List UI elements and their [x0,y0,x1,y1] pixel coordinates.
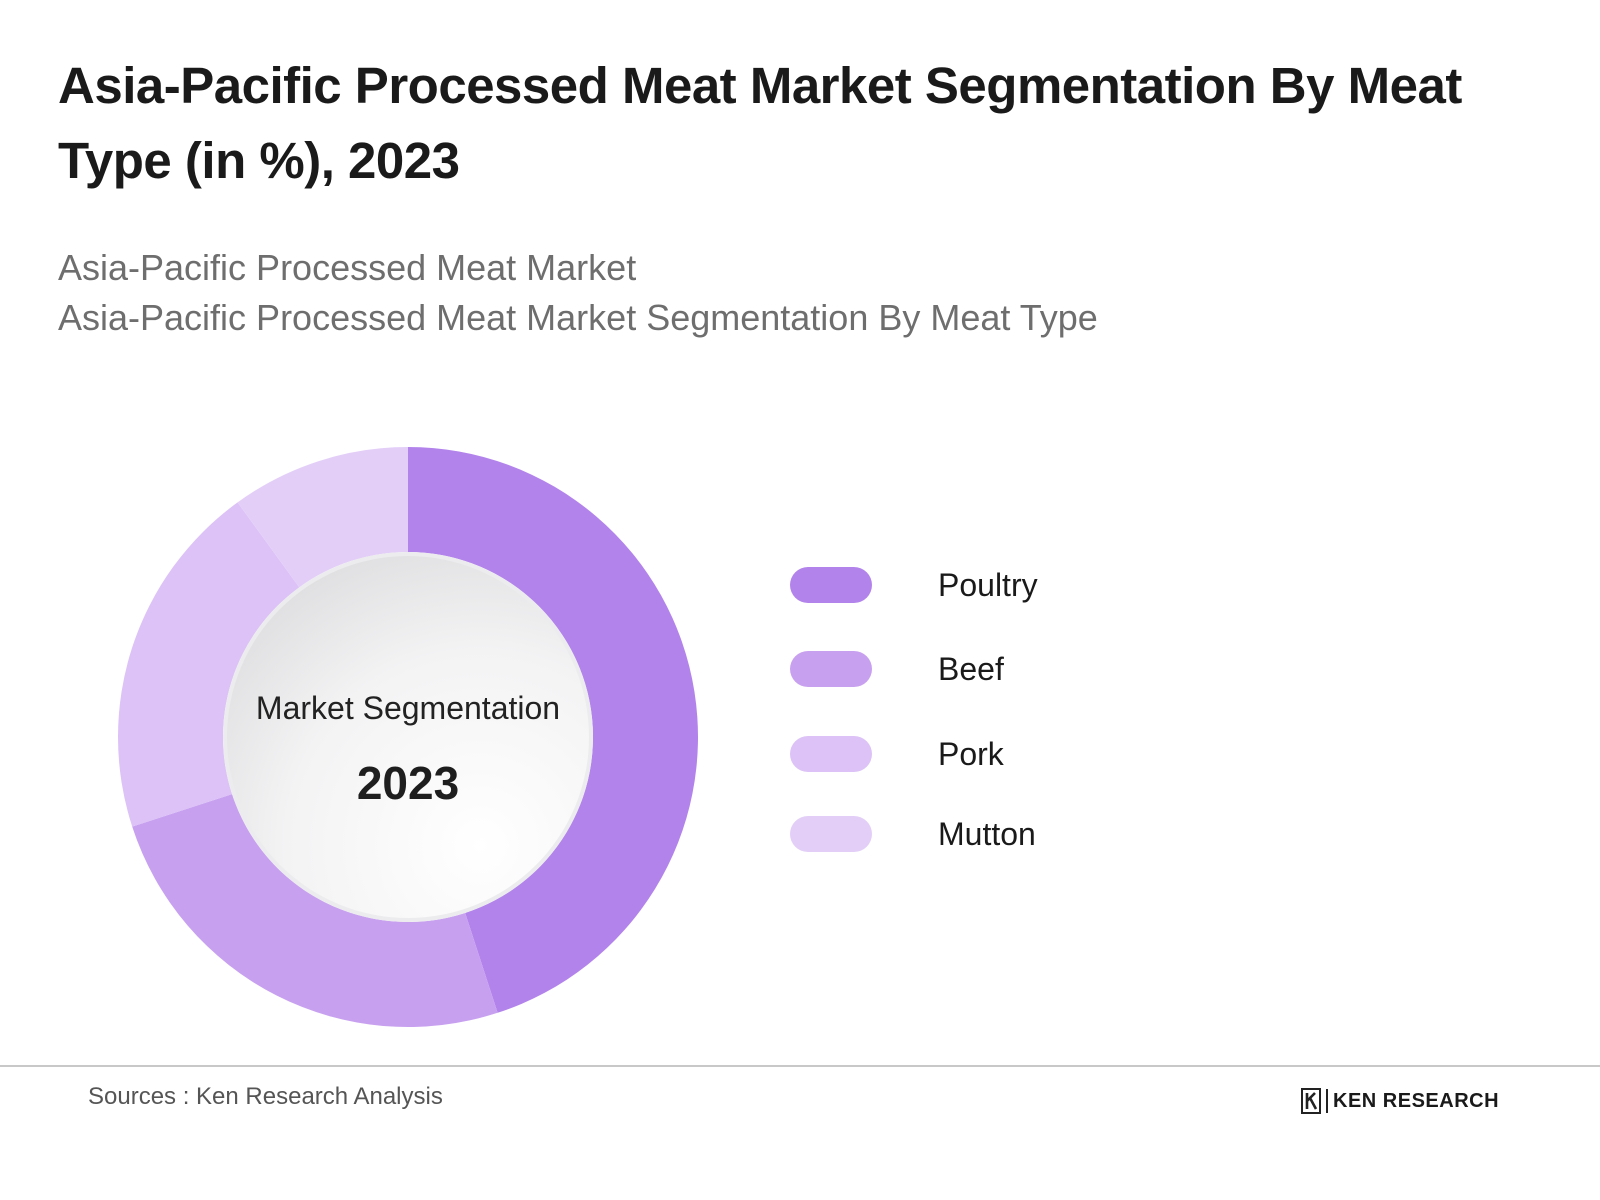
slice-poultry [408,447,699,1013]
legend-swatch [790,736,872,772]
legend-swatch [790,816,872,852]
logo-separator [1326,1089,1328,1113]
legend-item-mutton: Mutton [790,814,1210,854]
slice-mutton [237,447,408,588]
footer-divider [0,1065,1600,1067]
legend-swatch [790,651,872,687]
donut-slices [118,447,699,1027]
slice-beef [132,794,498,1027]
legend-item-beef: Beef [790,649,1210,689]
legend-label: Pork [938,736,1004,772]
chart-subtitle-market: Asia-Pacific Processed Meat Market [58,247,637,288]
slice-pork [118,502,300,827]
legend-item-poultry: Poultry [790,565,1210,605]
source-note: Sources : Ken Research Analysis [88,1083,443,1110]
ken-research-logo: KEN RESEARCH [1300,1086,1499,1116]
legend-label: Poultry [938,567,1038,603]
legend-swatch [790,567,872,603]
chart-subtitle-segmentation: Asia-Pacific Processed Meat Market Segme… [58,297,1098,338]
center-disc [227,556,589,918]
legend-item-pork: Pork [790,734,1210,774]
legend-label: Beef [938,651,1004,687]
legend-label: Mutton [938,816,1036,852]
center-label: Market Segmentation [255,690,561,726]
logo-text: KEN RESEARCH [1333,1089,1500,1112]
chart-title: Asia-Pacific Processed Meat Market Segme… [58,57,1462,189]
center-year: 2023 [356,757,460,809]
ken-research-logo-icon [1301,1088,1321,1114]
